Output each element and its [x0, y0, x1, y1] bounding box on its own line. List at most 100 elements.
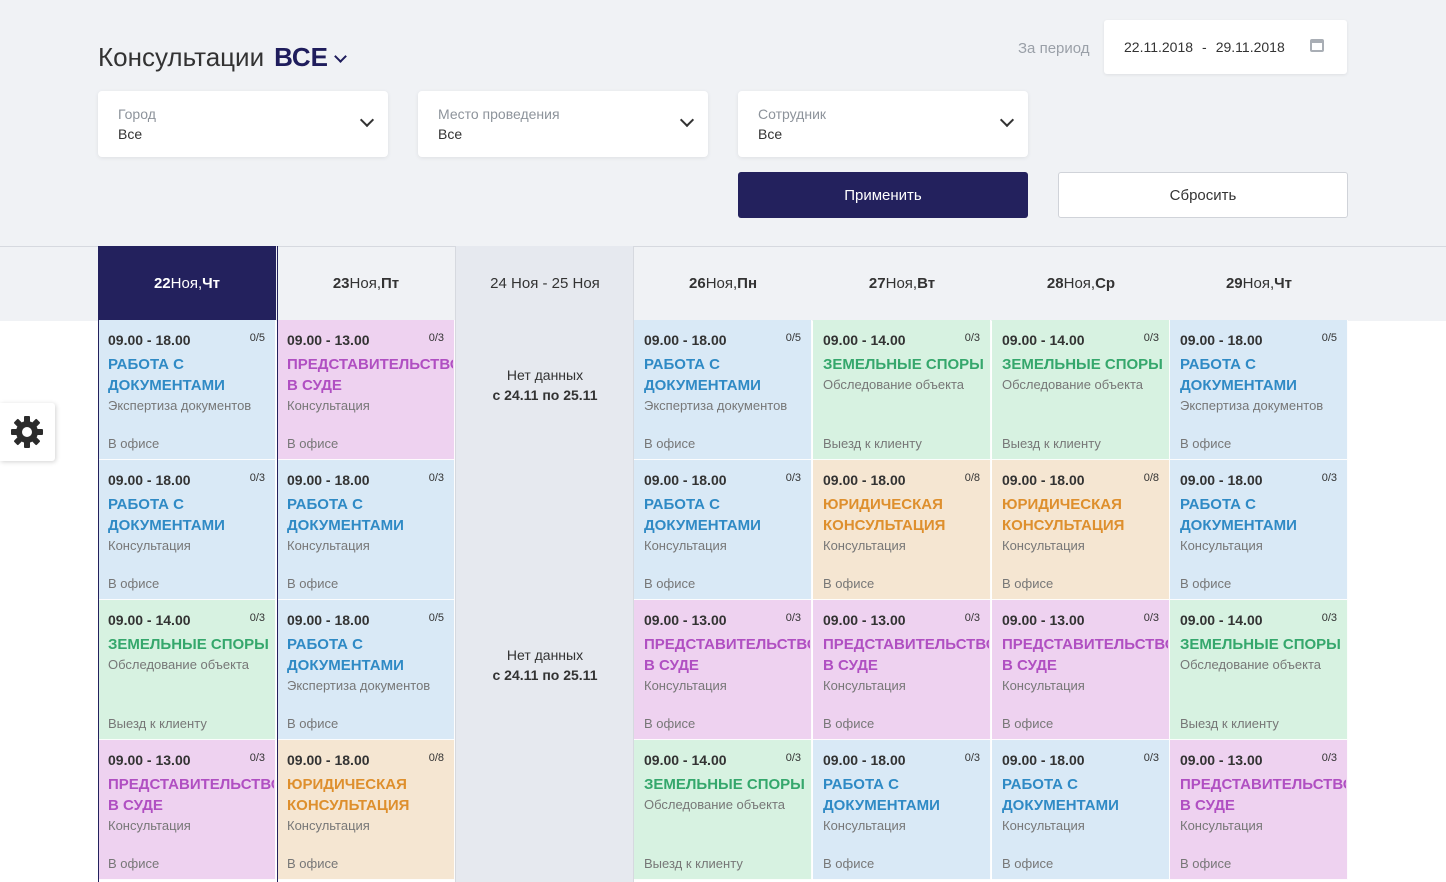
- consultation-card[interactable]: 09.00 - 18.00 0/3 РАБОТА С ДОКУМЕНТАМИ Конс…: [277, 460, 455, 600]
- card-location: В офисе: [108, 856, 160, 871]
- day-month: Ноя,: [349, 274, 381, 292]
- card-capacity: 0/5: [785, 332, 801, 344]
- day-header[interactable]: 29 Ноя, Чт: [1170, 246, 1348, 320]
- day-weekday: Ср: [1095, 274, 1116, 292]
- date-range-picker[interactable]: 22.11.2018-29.11.2018: [1104, 20, 1347, 74]
- card-time: 09.00 - 18.00: [108, 472, 191, 488]
- chevron-down-icon: [334, 50, 347, 63]
- date-separator: -: [1202, 39, 1207, 55]
- consultation-card[interactable]: 09.00 - 13.00 0/3 ПРЕДСТАВИТЕЛЬСТВО В СУДЕ…: [98, 740, 276, 880]
- consultation-card[interactable]: 09.00 - 14.00 0/3 ЗЕМЕЛЬНЫЕ СПОРЫ Обследова…: [634, 740, 812, 880]
- no-data-text: Нет данных: [506, 647, 584, 663]
- card-capacity: 0/5: [249, 332, 265, 344]
- card-title: ЗЕМЕЛЬНЫЕ СПОРЫ: [644, 776, 805, 793]
- card-location: В офисе: [644, 576, 696, 591]
- consultation-card[interactable]: 09.00 - 18.00 0/8 ЮРИДИЧЕСКАЯ КОНСУЛЬТАЦИЯ…: [277, 740, 455, 880]
- card-title: РАБОТА С ДОКУМЕНТАМИ: [644, 496, 761, 534]
- card-time: 09.00 - 18.00: [1002, 752, 1085, 768]
- chevron-down-icon: [679, 112, 695, 128]
- day-month: Ноя,: [170, 274, 203, 292]
- card-title: РАБОТА С ДОКУМЕНТАМИ: [287, 636, 404, 674]
- consultation-card[interactable]: 09.00 - 18.00 0/8 ЮРИДИЧЕСКАЯ КОНСУЛЬТАЦИЯ…: [992, 460, 1170, 600]
- card-time: 09.00 - 18.00: [287, 612, 370, 628]
- day-weekday: Вт: [917, 274, 936, 292]
- day-header[interactable]: 28 Ноя, Ср: [992, 246, 1170, 320]
- card-subtitle: Консультация: [1002, 678, 1085, 693]
- consultation-card[interactable]: 09.00 - 13.00 0/3 ПРЕДСТАВИТЕЛЬСТВО В СУДЕ…: [813, 600, 991, 740]
- card-time: 09.00 - 13.00: [287, 332, 370, 348]
- card-location: В офисе: [108, 436, 160, 451]
- consultation-card[interactable]: 09.00 - 13.00 0/3 ПРЕДСТАВИТЕЛЬСТВО В СУДЕ…: [1170, 740, 1348, 880]
- day-header[interactable]: 27 Ноя, Вт: [813, 246, 991, 320]
- day-header[interactable]: 23 Ноя, Пт: [277, 246, 455, 320]
- card-title: РАБОТА С ДОКУМЕНТАМИ: [1002, 776, 1119, 814]
- column-divider: [98, 246, 99, 882]
- day-header[interactable]: 26 Ноя, Пн: [634, 246, 812, 320]
- consultation-card[interactable]: 09.00 - 13.00 0/3 ПРЕДСТАВИТЕЛЬСТВО В СУДЕ…: [277, 320, 455, 460]
- day-header[interactable]: 24 Ноя - 25 Ноя: [456, 246, 634, 320]
- card-title: РАБОТА С ДОКУМЕНТАМИ: [1180, 356, 1297, 394]
- card-location: В офисе: [823, 856, 875, 871]
- consultation-card[interactable]: 09.00 - 14.00 0/3 ЗЕМЕЛЬНЫЕ СПОРЫ Обследова…: [98, 600, 276, 740]
- consultation-card[interactable]: 09.00 - 18.00 0/3 РАБОТА С ДОКУМЕНТАМИ Конс…: [634, 460, 812, 600]
- city-select-label: Город: [118, 106, 156, 122]
- venue-select-value: Все: [438, 126, 463, 142]
- reset-button[interactable]: Сбросить: [1058, 172, 1348, 218]
- city-select[interactable]: Город Все: [98, 91, 388, 157]
- consultation-card[interactable]: 09.00 - 18.00 0/8 ЮРИДИЧЕСКАЯ КОНСУЛЬТАЦИЯ…: [813, 460, 991, 600]
- card-time: 09.00 - 18.00: [1002, 472, 1085, 488]
- apply-button[interactable]: Применить: [738, 172, 1028, 218]
- consultation-card[interactable]: 09.00 - 18.00 0/5 РАБОТА С ДОКУМЕНТАМИ Эксп…: [634, 320, 812, 460]
- consultation-card[interactable]: 09.00 - 18.00 0/3 РАБОТА С ДОКУМЕНТАМИ Конс…: [992, 740, 1170, 880]
- card-location: В офисе: [823, 576, 875, 591]
- card-subtitle: Консультация: [644, 538, 727, 553]
- card-location: В офисе: [1002, 856, 1054, 871]
- page-title: Консультации ВСЕ: [98, 42, 347, 73]
- card-time: 09.00 - 18.00: [287, 472, 370, 488]
- consultation-card[interactable]: 09.00 - 14.00 0/3 ЗЕМЕЛЬНЫЕ СПОРЫ Обследова…: [992, 320, 1170, 460]
- card-time: 09.00 - 13.00: [1180, 752, 1263, 768]
- day-weekday: Пт: [381, 274, 400, 292]
- consultation-card[interactable]: 09.00 - 13.00 0/3 ПРЕДСТАВИТЕЛЬСТВО В СУДЕ…: [992, 600, 1170, 740]
- card-capacity: 0/3: [964, 332, 980, 344]
- card-subtitle: Экспертиза документов: [644, 398, 788, 413]
- consultation-card[interactable]: 09.00 - 18.00 0/5 РАБОТА С ДОКУМЕНТАМИ Эксп…: [98, 320, 276, 460]
- venue-select[interactable]: Место проведения Все: [418, 91, 708, 157]
- consultation-card[interactable]: 09.00 - 13.00 0/3 ПРЕДСТАВИТЕЛЬСТВО В СУДЕ…: [634, 600, 812, 740]
- calendar-icon[interactable]: [1310, 39, 1324, 52]
- card-time: 09.00 - 18.00: [287, 752, 370, 768]
- card-title: РАБОТА С ДОКУМЕНТАМИ: [108, 356, 225, 394]
- card-location: В офисе: [823, 716, 875, 731]
- card-subtitle: Консультация: [1180, 538, 1263, 553]
- consultation-card[interactable]: 09.00 - 18.00 0/3 РАБОТА С ДОКУМЕНТАМИ Конс…: [1170, 460, 1348, 600]
- category-dropdown[interactable]: ВСЕ: [274, 42, 347, 72]
- consultation-card[interactable]: 09.00 - 14.00 0/3 ЗЕМЕЛЬНЫЕ СПОРЫ Обследова…: [813, 320, 991, 460]
- column-divider: [455, 246, 456, 882]
- card-capacity: 0/3: [785, 752, 801, 764]
- card-location: Выезд к клиенту: [1180, 716, 1279, 731]
- card-subtitle: Консультация: [823, 818, 906, 833]
- day-month: Ноя,: [1063, 274, 1096, 292]
- employee-select[interactable]: Сотрудник Все: [738, 91, 1028, 157]
- date-from: 22.11.2018: [1124, 39, 1194, 55]
- card-time: 09.00 - 18.00: [823, 752, 906, 768]
- card-capacity: 0/3: [1143, 612, 1159, 624]
- card-capacity: 0/3: [1321, 752, 1337, 764]
- no-data-message: Нет данных с 24.11 по 25.11: [456, 365, 634, 405]
- settings-button[interactable]: [0, 403, 55, 461]
- card-time: 09.00 - 14.00: [108, 612, 191, 628]
- city-select-value: Все: [118, 126, 143, 142]
- consultation-card[interactable]: 09.00 - 14.00 0/3 ЗЕМЕЛЬНЫЕ СПОРЫ Обследова…: [1170, 600, 1348, 740]
- consultation-card[interactable]: 09.00 - 18.00 0/5 РАБОТА С ДОКУМЕНТАМИ Эксп…: [277, 600, 455, 740]
- card-title: РАБОТА С ДОКУМЕНТАМИ: [287, 496, 404, 534]
- date-to: 29.11.2018: [1215, 39, 1285, 55]
- consultation-card[interactable]: 09.00 - 18.00 0/3 РАБОТА С ДОКУМЕНТАМИ Конс…: [98, 460, 276, 600]
- date-range-text: 22.11.2018-29.11.2018: [1124, 39, 1285, 55]
- card-title: ЗЕМЕЛЬНЫЕ СПОРЫ: [1002, 356, 1163, 373]
- card-subtitle: Консультация: [287, 818, 370, 833]
- card-location: В офисе: [287, 576, 339, 591]
- consultation-card[interactable]: 09.00 - 18.00 0/5 РАБОТА С ДОКУМЕНТАМИ Эксп…: [1170, 320, 1348, 460]
- consultation-card[interactable]: 09.00 - 18.00 0/3 РАБОТА С ДОКУМЕНТАМИ Конс…: [813, 740, 991, 880]
- card-time: 09.00 - 18.00: [1180, 472, 1263, 488]
- day-header[interactable]: 22 Ноя, Чт: [98, 246, 276, 320]
